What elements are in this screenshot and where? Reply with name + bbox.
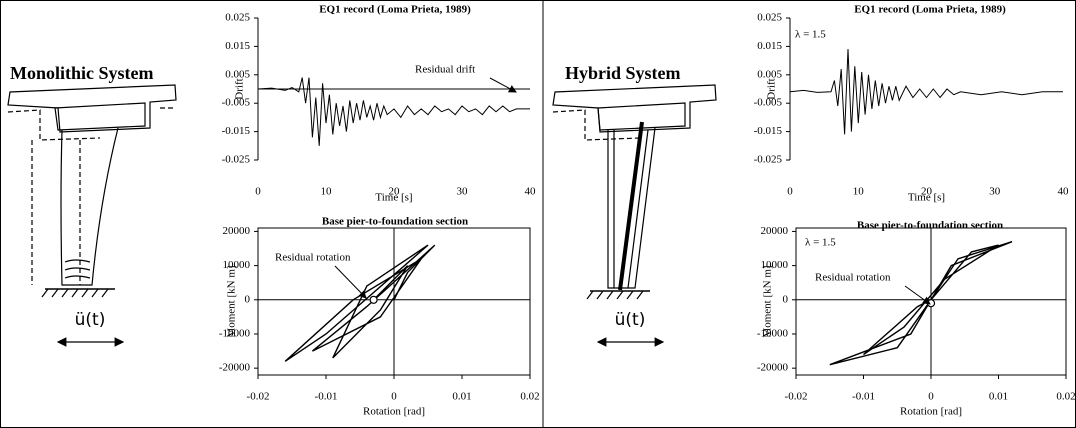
data-line [284,244,436,362]
x-tick-label: 30 [989,186,1001,198]
y-tick-label: 0 [245,293,251,305]
y-tick-label: -0.015 [222,125,251,137]
x-tick-label: 0.01 [989,391,1008,403]
y-tick-label: 0.025 [225,12,250,24]
y-tick-label: -20000 [219,362,251,374]
y-tick-label: 20000 [223,225,251,237]
x-tick-label: -0.02 [247,391,270,403]
annotation: Residual rotation [275,252,351,264]
x-tick-label: 40 [525,186,537,198]
annotation-arrow [334,265,367,299]
y-tick-label: 0.005 [225,68,250,80]
data-line [257,77,530,146]
annotation: λ = 1.5 [805,237,836,249]
y-tick-label: -20000 [757,362,789,374]
x-tick-label: 20 [921,186,933,198]
y-tick-label: -0.005 [222,97,251,109]
y-tick-label: 0 [783,293,789,305]
y-axis-label: Moment [kN m] [226,265,238,337]
x-axis-label: Time [s] [375,192,412,204]
x-tick-label: 10 [321,186,333,198]
panel-title: Hybrid System [565,63,681,83]
y-tick-label: 0.015 [225,40,250,52]
annotation: Residual drift [415,64,475,76]
y-tick-label: -0.015 [754,125,783,137]
chart-title: EQ1 record (Loma Prieta, 1989) [319,4,471,16]
y-tick-label: -0.025 [222,154,251,166]
y-tick-label: -0.025 [754,154,783,166]
x-tick-label: 0 [928,391,934,403]
y-tick-label: 10000 [223,259,251,271]
pier-drawing [552,84,717,347]
y-axis-label: Drift [234,78,246,99]
data-line [789,49,1063,135]
y-axis-label: Moment [kN m] [762,265,774,337]
x-tick-label: 0.01 [452,391,471,403]
x-axis-label: Time [s] [908,192,945,204]
x-tick-label: 40 [1058,186,1070,198]
y-tick-label: 20000 [761,225,789,237]
x-tick-label: 0 [391,391,397,403]
x-axis-label: Rotation [rad] [900,406,962,418]
residual-marker [369,295,378,304]
y-tick-label: -0.005 [754,97,783,109]
annotation: Residual rotation [815,272,891,284]
data-line [829,241,1013,366]
x-axis-label: Rotation [rad] [363,406,425,418]
chart-title: Base pier-to-foundation section [857,220,1003,232]
y-axis-label: Drift [766,78,778,99]
annotation-arrow [489,77,517,93]
y-tick-label: -10000 [757,328,789,340]
y-tick-label: 0.015 [757,40,782,52]
x-tick-label: -0.01 [852,391,875,403]
x-tick-label: -0.01 [315,391,338,403]
chart-title: Base pier-to-foundation section [322,216,468,228]
panel-title: Monolithic System [10,63,154,83]
pier-drawing [7,84,177,347]
y-tick-label: 10000 [761,259,789,271]
y-tick-label: 0.025 [757,12,782,24]
y-tick-label: -10000 [219,328,251,340]
x-tick-label: 0.02 [520,391,539,403]
x-tick-label: 0 [255,186,261,198]
annotation-arrow [904,285,931,305]
y-tick-label: 0.005 [757,68,782,80]
x-tick-label: 0 [787,186,793,198]
annotation: λ = 1.5 [795,29,826,41]
x-tick-label: 0.02 [1056,391,1075,403]
excitation-label: ü(t) [75,310,106,330]
x-tick-label: -0.02 [785,391,808,403]
x-tick-label: 20 [389,186,401,198]
x-tick-label: 10 [853,186,865,198]
x-tick-label: 30 [457,186,469,198]
chart-title: EQ1 record (Loma Prieta, 1989) [854,4,1006,16]
excitation-label: ü(t) [615,310,646,330]
